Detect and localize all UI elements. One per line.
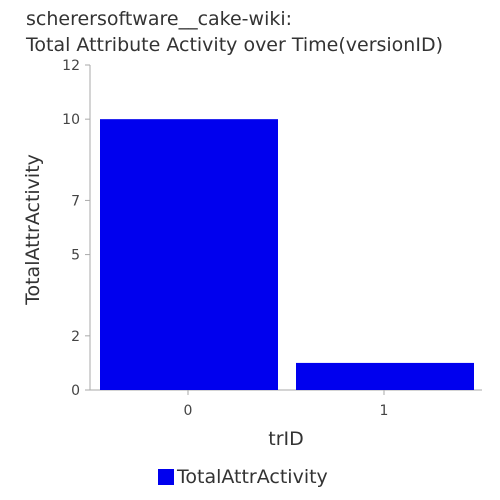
y-tick-label: 2	[71, 329, 80, 345]
legend: TotalAttrActivity	[158, 466, 328, 488]
bar-1[interactable]	[296, 362, 474, 390]
y-tick-label: 5	[71, 248, 80, 264]
x-axis-title: trID	[268, 428, 304, 450]
y-axis-title: TotalAttrActivity	[22, 154, 44, 306]
chart-title-line-2: Total Attribute Activity over Time(versi…	[26, 34, 443, 56]
y-tick-label: 0	[71, 383, 80, 399]
y-tick-label: 10	[62, 112, 80, 128]
legend-swatch	[158, 469, 174, 485]
chart-title-line-1: scherersoftware__cake-wiki:	[26, 8, 293, 30]
legend-label: TotalAttrActivity	[177, 466, 328, 488]
bar-0[interactable]	[100, 119, 278, 391]
y-axis: 0 2 5 7 10 12	[62, 58, 91, 399]
y-tick-label: 7	[71, 193, 80, 209]
x-tick-label: 0	[184, 403, 193, 419]
x-tick-label: 1	[380, 403, 389, 419]
y-tick-label: 12	[62, 58, 80, 74]
bar-series	[100, 119, 474, 391]
